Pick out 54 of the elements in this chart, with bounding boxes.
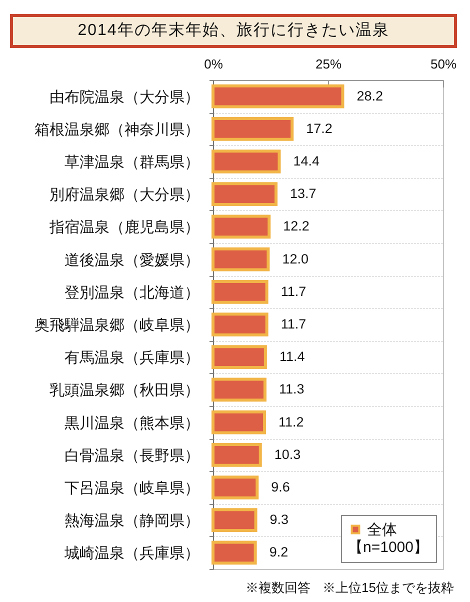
data-label: 17.2 — [306, 120, 332, 136]
bar — [212, 182, 278, 206]
y-tick-label: 奥飛騨温泉郷（岐阜県） — [34, 317, 200, 334]
y-tick-label: 草津温泉（群馬県） — [64, 154, 200, 171]
y-tick-label: 城崎温泉（兵庫県） — [64, 545, 200, 562]
x-tick-label: 0% — [204, 56, 224, 72]
bar — [212, 410, 266, 434]
y-tick-label: 由布院温泉（大分県） — [50, 88, 200, 106]
data-label: 11.7 — [280, 316, 306, 332]
data-label: 12.2 — [283, 218, 310, 234]
bar — [212, 312, 268, 336]
x-tick-label: 50% — [430, 56, 457, 72]
y-tick-label: 別府温泉郷（大分県） — [50, 186, 200, 204]
y-tick-label: 登別温泉（北海道） — [64, 284, 200, 302]
data-label: 10.3 — [274, 446, 301, 462]
data-label: 9.6 — [271, 480, 290, 494]
bar — [212, 84, 344, 108]
data-label: 12.0 — [282, 251, 308, 266]
legend-title: 【n=1000】 — [348, 539, 428, 556]
bar — [212, 247, 270, 272]
data-label: 14.4 — [293, 154, 320, 168]
bar — [212, 540, 257, 565]
data-label: 28.2 — [356, 88, 383, 104]
y-tick-label: 指宿温泉（鹿児島県） — [48, 219, 200, 236]
bar — [212, 214, 271, 239]
text: ※複数回答 — [246, 580, 311, 595]
y-tick-label: 下呂温泉（岐阜県） — [64, 480, 200, 497]
data-label: 9.3 — [270, 512, 289, 528]
title-banner: 2014年の年末年始、旅行に行きたい温泉 — [10, 14, 457, 48]
y-tick-label: 熱海温泉（静岡県） — [64, 512, 200, 530]
y-tick-label: 箱根温泉郷（神奈川県） — [34, 121, 200, 138]
x-tick-label: 25% — [315, 56, 342, 72]
bar — [212, 345, 267, 370]
y-tick-label: 黒川温泉（熊本県） — [64, 414, 200, 432]
data-label: 11.4 — [279, 349, 306, 364]
legend-label: 全体 — [367, 522, 397, 538]
y-tick-label: 有馬温泉（兵庫県） — [64, 350, 200, 367]
bar — [212, 150, 281, 174]
bar — [212, 476, 259, 500]
bar — [212, 442, 262, 467]
data-label: 11.3 — [278, 382, 304, 397]
y-tick-label: 道後温泉（愛媛県） — [64, 252, 200, 269]
text: ※上位15位までを抜粋 — [322, 580, 454, 595]
y-tick-label: 乳頭温泉郷（秋田県） — [50, 382, 200, 400]
data-label: 11.2 — [278, 414, 304, 430]
bar — [212, 378, 266, 402]
chart-title: 2014年の年末年始、旅行に行きたい温泉 — [78, 22, 390, 39]
data-label: 11.7 — [280, 284, 306, 299]
y-tick-label: 白骨温泉（長野県） — [64, 447, 200, 464]
bar — [212, 508, 258, 532]
data-label: 13.7 — [290, 186, 316, 202]
bar — [212, 116, 294, 141]
data-label: 9.2 — [269, 544, 288, 560]
bar — [212, 280, 268, 304]
